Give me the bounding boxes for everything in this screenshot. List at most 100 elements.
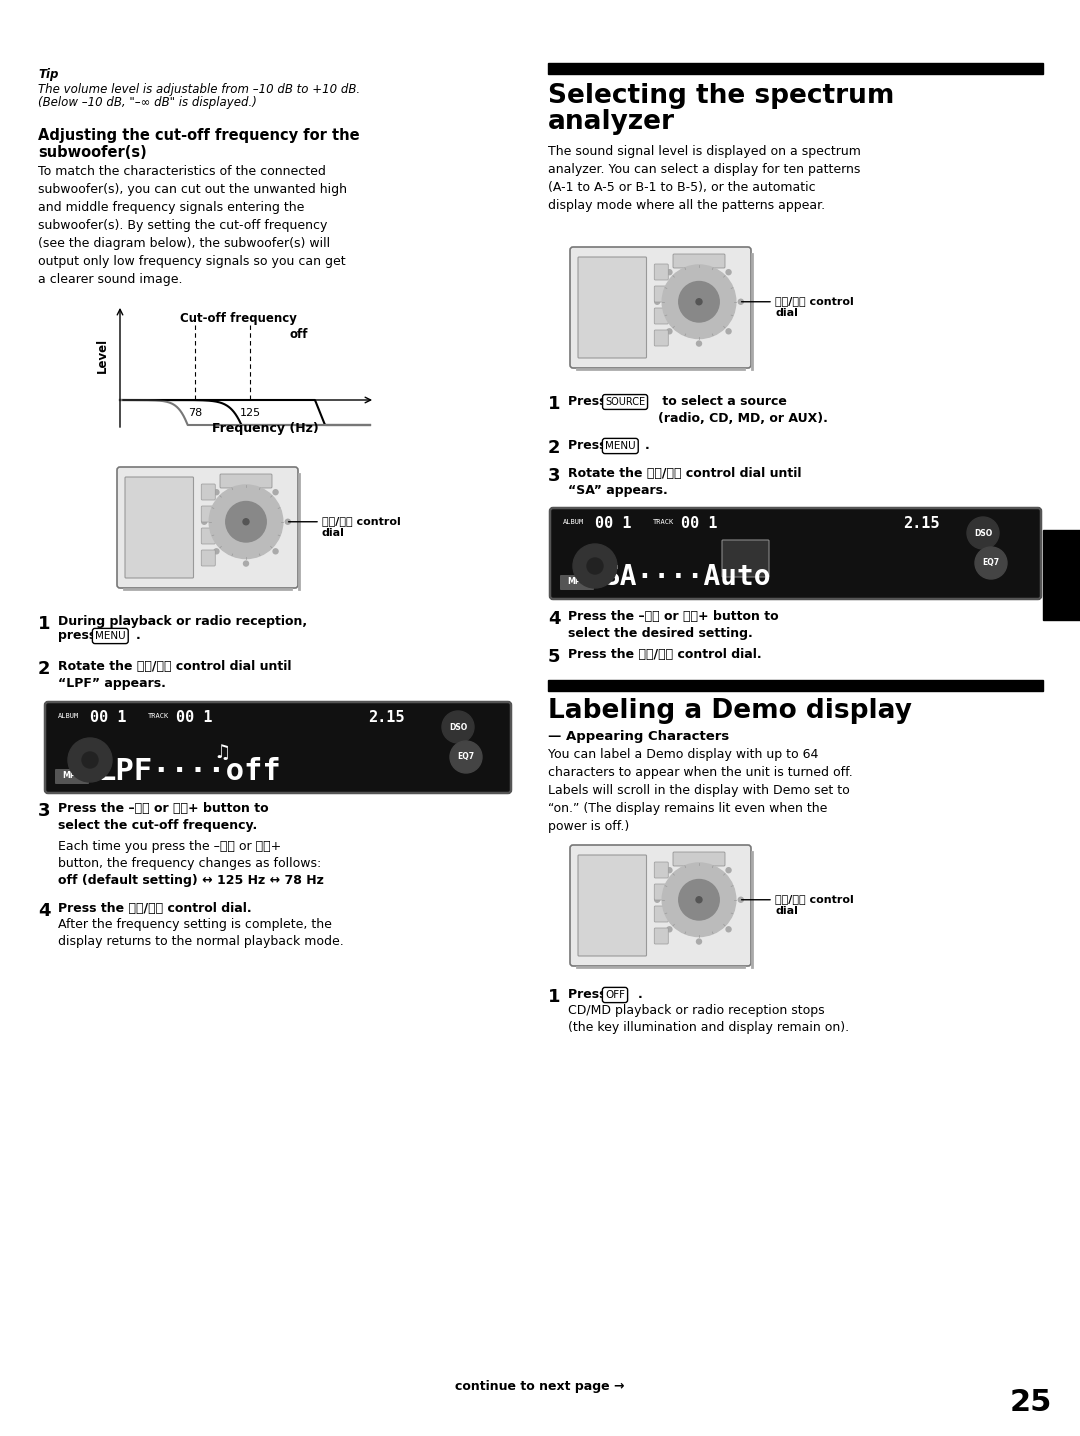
Circle shape xyxy=(726,329,731,333)
FancyBboxPatch shape xyxy=(578,257,647,358)
Text: DSO: DSO xyxy=(974,528,993,537)
FancyBboxPatch shape xyxy=(654,307,669,325)
Circle shape xyxy=(273,490,278,494)
FancyBboxPatch shape xyxy=(654,286,669,302)
Circle shape xyxy=(654,299,660,304)
Text: 2.15: 2.15 xyxy=(903,516,940,531)
Text: (Below –10 dB, "–∞ dB" is displayed.): (Below –10 dB, "–∞ dB" is displayed.) xyxy=(38,96,257,109)
Text: ⏮⏮/⏭⏭ control: ⏮⏮/⏭⏭ control xyxy=(322,516,401,526)
Circle shape xyxy=(696,896,702,903)
Text: subwoofer(s): subwoofer(s) xyxy=(38,145,147,159)
Circle shape xyxy=(739,898,743,902)
Text: 2: 2 xyxy=(548,439,561,457)
Text: dial: dial xyxy=(775,906,798,916)
Text: continue to next page →: continue to next page → xyxy=(456,1380,624,1393)
Text: Press the –⏮⏮ or ⏭⏭+ button to
select the cut-off frequency.: Press the –⏮⏮ or ⏭⏭+ button to select th… xyxy=(58,801,269,831)
Text: Press the ⏮⏮/⏭⏭ control dial.: Press the ⏮⏮/⏭⏭ control dial. xyxy=(568,648,761,661)
FancyBboxPatch shape xyxy=(45,702,511,793)
Circle shape xyxy=(678,281,719,322)
Text: MP3: MP3 xyxy=(63,771,81,781)
Circle shape xyxy=(739,299,743,304)
Text: Press the –⏮⏮ or ⏭⏭+ button to
select the desired setting.: Press the –⏮⏮ or ⏭⏭+ button to select th… xyxy=(568,610,779,640)
Text: After the frequency setting is complete, the
display returns to the normal playb: After the frequency setting is complete,… xyxy=(58,918,343,948)
Text: SOURCE: SOURCE xyxy=(605,396,645,406)
Circle shape xyxy=(243,518,249,524)
Text: MENU: MENU xyxy=(605,441,636,451)
Text: ALBUM: ALBUM xyxy=(58,714,79,719)
Text: Adjusting the cut-off frequency for the: Adjusting the cut-off frequency for the xyxy=(38,128,360,144)
Text: ♫: ♫ xyxy=(213,742,230,763)
FancyBboxPatch shape xyxy=(550,508,1041,599)
Circle shape xyxy=(697,340,702,346)
Text: CD/MD playback or radio reception stops
(the key illumination and display remain: CD/MD playback or radio reception stops … xyxy=(568,1004,849,1034)
FancyBboxPatch shape xyxy=(654,928,669,943)
FancyBboxPatch shape xyxy=(220,474,272,488)
Text: Cut-off frequency: Cut-off frequency xyxy=(180,312,297,325)
Circle shape xyxy=(82,752,98,768)
Text: Press the ⏮⏮/⏭⏭ control dial.: Press the ⏮⏮/⏭⏭ control dial. xyxy=(58,902,252,915)
Text: MP3: MP3 xyxy=(568,577,586,586)
FancyBboxPatch shape xyxy=(654,264,669,280)
Text: press: press xyxy=(58,629,100,642)
Text: Frequency (Hz): Frequency (Hz) xyxy=(212,422,319,435)
Circle shape xyxy=(667,867,672,873)
Text: 125: 125 xyxy=(240,408,260,418)
Circle shape xyxy=(726,270,731,274)
Text: Selecting the spectrum: Selecting the spectrum xyxy=(548,83,894,109)
Text: 1: 1 xyxy=(548,395,561,414)
Text: 4: 4 xyxy=(548,610,561,628)
Text: — Appearing Characters: — Appearing Characters xyxy=(548,729,729,742)
Circle shape xyxy=(662,863,735,936)
FancyBboxPatch shape xyxy=(654,885,669,900)
Text: During playback or radio reception,: During playback or radio reception, xyxy=(58,615,307,628)
Circle shape xyxy=(210,485,283,559)
Text: Rotate the ⏮⏮/⏭⏭ control dial until
“LPF” appears.: Rotate the ⏮⏮/⏭⏭ control dial until “LPF… xyxy=(58,661,292,691)
Circle shape xyxy=(243,477,248,482)
Circle shape xyxy=(726,926,731,932)
Text: SA····Auto: SA····Auto xyxy=(603,563,770,592)
Circle shape xyxy=(68,738,112,783)
Circle shape xyxy=(654,898,660,902)
Text: TRACK: TRACK xyxy=(653,518,674,526)
Text: EQ7: EQ7 xyxy=(458,752,474,761)
Text: off (default setting) ↔ 125 Hz ↔ 78 Hz: off (default setting) ↔ 125 Hz ↔ 78 Hz xyxy=(58,875,324,887)
FancyBboxPatch shape xyxy=(55,770,89,784)
Bar xyxy=(548,63,1043,75)
Bar xyxy=(1043,530,1080,620)
FancyBboxPatch shape xyxy=(673,852,725,866)
Circle shape xyxy=(588,559,603,574)
Text: DSO: DSO xyxy=(449,722,468,731)
FancyBboxPatch shape xyxy=(201,550,215,566)
Bar xyxy=(548,681,1043,691)
Text: The volume level is adjustable from –10 dB to +10 dB.: The volume level is adjustable from –10 … xyxy=(38,83,360,96)
Text: Each time you press the –⏮⏮ or ⏭⏭+
button, the frequency changes as follows:: Each time you press the –⏮⏮ or ⏭⏭+ butto… xyxy=(58,840,321,870)
FancyBboxPatch shape xyxy=(723,540,769,577)
Text: You can label a Demo display with up to 64
characters to appear when the unit is: You can label a Demo display with up to … xyxy=(548,748,853,833)
Circle shape xyxy=(202,520,206,524)
Text: .: . xyxy=(645,439,650,452)
FancyBboxPatch shape xyxy=(570,247,751,368)
FancyBboxPatch shape xyxy=(570,844,751,966)
Circle shape xyxy=(226,501,267,541)
Text: TRACK: TRACK xyxy=(148,714,170,719)
Circle shape xyxy=(667,270,672,274)
Text: 00 1: 00 1 xyxy=(595,516,632,531)
Text: 4: 4 xyxy=(38,902,51,920)
Text: ⏮⏮/⏭⏭ control: ⏮⏮/⏭⏭ control xyxy=(775,893,854,903)
Circle shape xyxy=(667,926,672,932)
Text: to select a source
(radio, CD, MD, or AUX).: to select a source (radio, CD, MD, or AU… xyxy=(658,395,828,425)
Circle shape xyxy=(726,867,731,873)
Text: Labeling a Demo display: Labeling a Demo display xyxy=(548,698,912,724)
Text: 78: 78 xyxy=(188,408,202,418)
FancyBboxPatch shape xyxy=(201,484,215,500)
Text: MENU: MENU xyxy=(95,630,125,640)
Text: OFF: OFF xyxy=(605,989,625,999)
Text: 3: 3 xyxy=(548,467,561,485)
Text: To match the characteristics of the connected
subwoofer(s), you can cut out the : To match the characteristics of the conn… xyxy=(38,165,347,286)
Text: 00 1: 00 1 xyxy=(90,709,126,725)
Text: 25: 25 xyxy=(1010,1389,1052,1417)
Circle shape xyxy=(243,561,248,566)
Text: dial: dial xyxy=(775,307,798,317)
Text: Press: Press xyxy=(568,395,611,408)
Circle shape xyxy=(214,490,219,494)
